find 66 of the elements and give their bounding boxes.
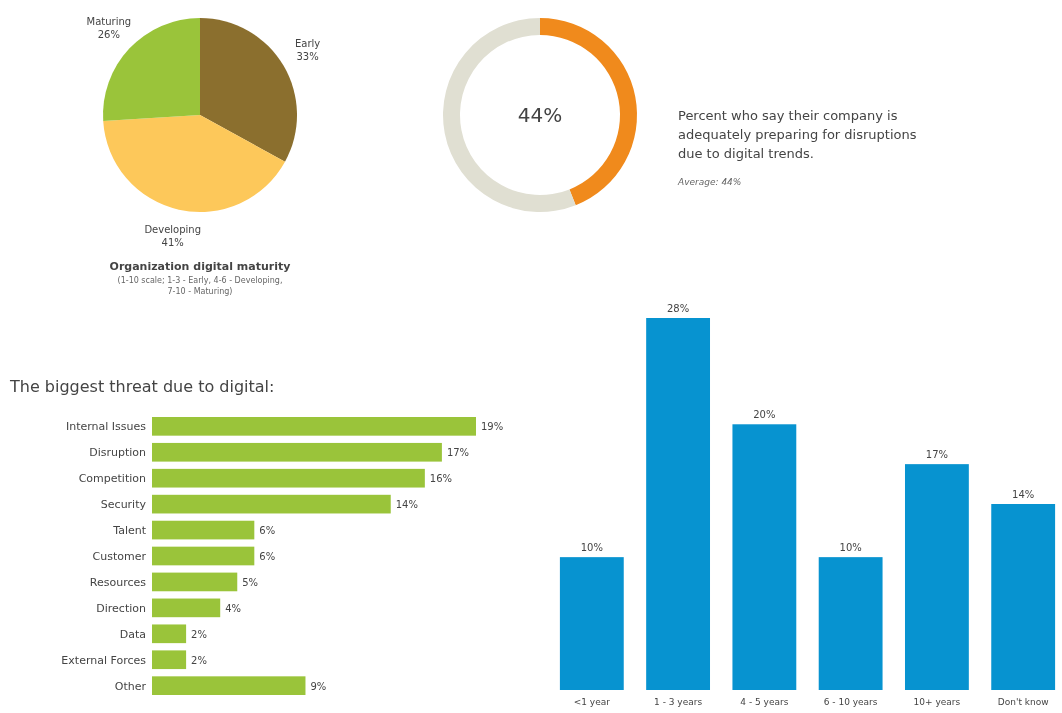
data-label: 14%	[395, 499, 418, 511]
data-label: 2%	[191, 654, 207, 666]
bar	[152, 598, 221, 618]
data-label: 16%	[429, 473, 453, 485]
bar	[152, 546, 255, 566]
y-tick-label: Direction	[96, 601, 147, 615]
bar	[152, 468, 425, 488]
data-label: 14%	[1012, 489, 1035, 500]
data-label: 2%	[191, 628, 207, 640]
bar	[152, 417, 476, 436]
x-tick-label: Don't know	[997, 697, 1049, 707]
data-label: 44%	[517, 103, 563, 127]
bar	[152, 650, 187, 670]
bar	[646, 318, 711, 690]
bar	[818, 557, 883, 690]
data-label: 6%	[259, 525, 276, 537]
bar	[152, 676, 306, 695]
bar	[732, 424, 797, 690]
data-label: 41%	[161, 236, 184, 248]
bar	[904, 464, 969, 690]
data-label: 26%	[97, 29, 120, 41]
data-label: 17%	[925, 449, 949, 461]
data-label: 17%	[446, 447, 470, 459]
data-label: 6%	[259, 551, 276, 562]
data-label: 19%	[481, 421, 504, 433]
bar	[152, 494, 391, 514]
data-label: 4%	[225, 602, 242, 614]
bar	[991, 504, 1056, 690]
data-label: 9%	[310, 680, 327, 692]
data-label: 5%	[242, 576, 259, 588]
data-label: 10%	[580, 542, 603, 554]
x-tick-label: <1 year	[573, 697, 611, 707]
donut-slice	[443, 18, 576, 212]
bar	[152, 572, 238, 592]
x-tick-label: 10+ years	[913, 697, 961, 707]
bar	[152, 520, 255, 540]
y-tick-label: Disruption	[89, 446, 147, 460]
slice-label: Maturing	[86, 16, 132, 28]
bar	[559, 557, 624, 690]
text: Percent who say their company is adequately preparing for disruptions due to digital trends.	[678, 108, 917, 161]
bar	[152, 442, 442, 462]
chart-title: The biggest threat due to digital:	[9, 377, 275, 396]
text: Organization digital maturity	[109, 260, 291, 273]
text: Average: 44%	[677, 177, 742, 187]
x-tick-label: 1 - 3 years	[654, 697, 703, 707]
slice-label: Developing	[144, 223, 202, 235]
y-tick-label: External Forces	[61, 653, 147, 667]
bar	[152, 624, 187, 644]
pie-slice	[103, 115, 285, 212]
y-tick-label: Internal Issues	[65, 420, 147, 434]
pie-slice	[200, 18, 297, 162]
y-tick-label: Security	[100, 498, 147, 512]
data-label: 28%	[666, 303, 690, 314]
data-label: 20%	[753, 409, 776, 421]
slice-label: Early	[294, 38, 321, 50]
y-tick-label: Other	[114, 679, 147, 693]
y-tick-label: Competition	[78, 472, 147, 486]
data-label: 10%	[839, 542, 862, 554]
x-tick-label: 4 - 5 years	[740, 697, 789, 707]
y-tick-label: Customer	[92, 550, 147, 563]
y-tick-label: Data	[119, 627, 146, 641]
y-tick-label: Resources	[89, 575, 147, 589]
x-tick-label: 6 - 10 years	[823, 697, 878, 707]
text: (1-10 scale; 1-3 - Early, 4-6 - Developing, 7-10 - Maturing)	[117, 276, 283, 296]
data-label: 33%	[296, 51, 319, 63]
y-tick-label: Talent	[112, 524, 147, 538]
